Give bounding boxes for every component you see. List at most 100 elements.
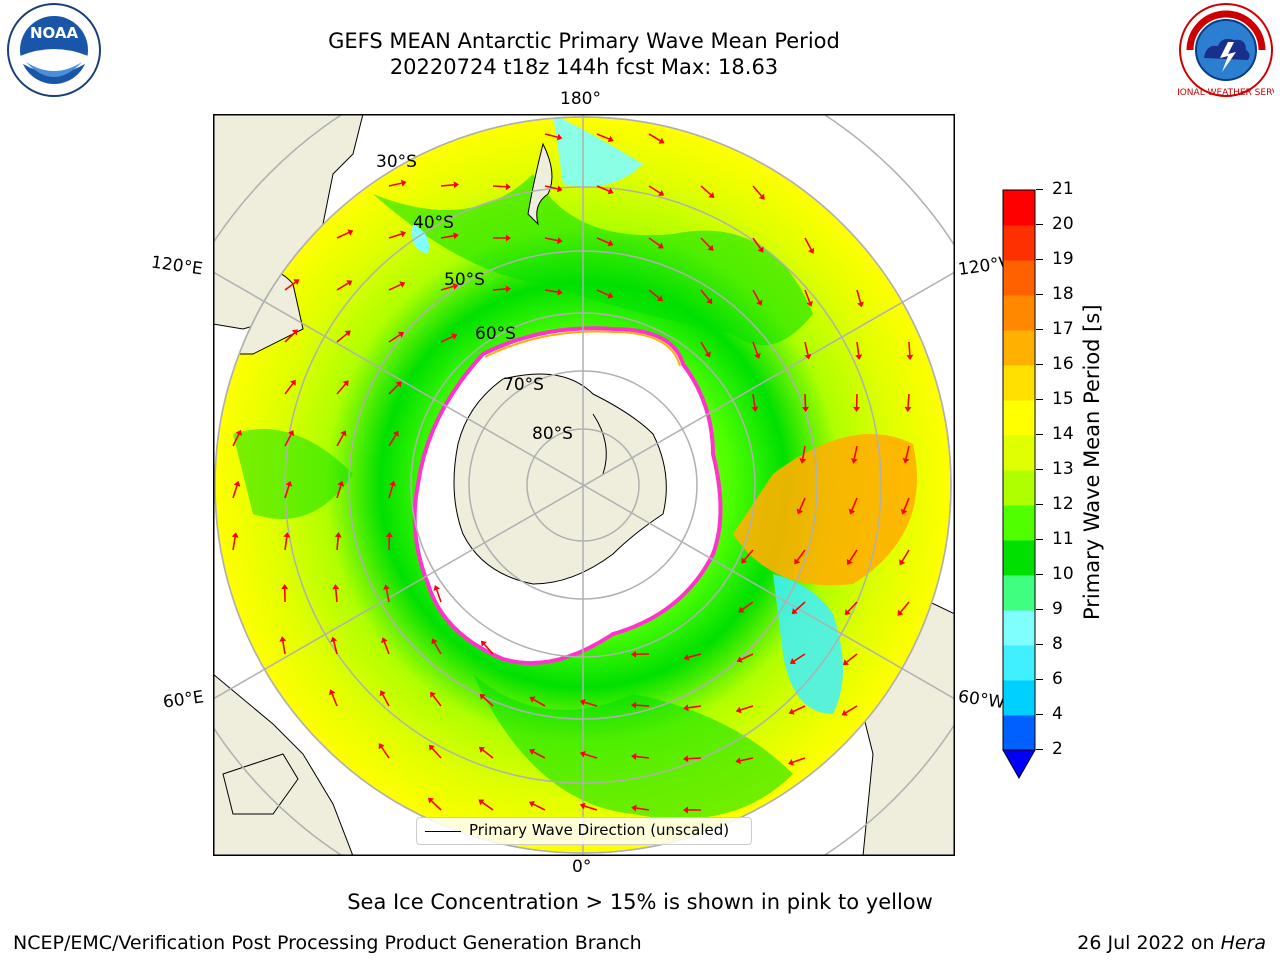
- colorbar-tick-label: 13: [1052, 459, 1074, 479]
- wave-arrow-head: [378, 743, 385, 750]
- wave-arrow-head: [631, 753, 637, 761]
- wave-arrow-shaft: [901, 549, 910, 562]
- wave-arrow-shaft: [856, 341, 860, 355]
- wave-arrow-shaft: [741, 601, 754, 611]
- lon-label-120e: 120°E: [149, 252, 204, 280]
- chart-subtitle: 20220724 t18z 144h fcst Max: 18.63: [389, 55, 779, 79]
- wave-arrow-shaft: [380, 746, 390, 759]
- wave-arrow-head: [347, 229, 354, 236]
- wave-arrow-head: [846, 558, 853, 566]
- colorbar-tick-label: 11: [1052, 529, 1074, 549]
- wave-arrow-head: [285, 480, 293, 487]
- wave-arrow-head: [529, 696, 536, 703]
- wave-arrow-shaft: [336, 282, 349, 291]
- wave-arrow-shaft: [635, 704, 650, 707]
- wave-arrow-shaft: [846, 653, 858, 663]
- wave-arrow-head: [735, 757, 741, 765]
- wave-arrow-head: [756, 299, 763, 306]
- wave-arrow-shaft: [700, 237, 711, 248]
- wave-arrow-head: [789, 658, 796, 664]
- wave-arrow-shaft: [544, 289, 558, 293]
- wave-arrow-shaft: [544, 133, 558, 138]
- wave-arrow-head: [787, 758, 794, 766]
- wave-arrow-head: [556, 185, 563, 193]
- wave-arrow-head: [897, 609, 904, 616]
- wave-arrow-shaft: [336, 333, 348, 343]
- wave-arrow-shaft: [845, 705, 858, 714]
- colorbar-tick-mark: [1036, 294, 1043, 295]
- colorbar-tick-mark: [1036, 329, 1043, 330]
- wave-arrow-head: [480, 640, 487, 647]
- wave-arrow-shaft: [336, 434, 345, 447]
- wave-arrow-shaft: [752, 393, 756, 407]
- wave-arrow-head: [453, 181, 459, 189]
- wave-arrow-shaft: [648, 133, 661, 142]
- wave-arrow-shaft: [388, 182, 402, 187]
- wave-arrow-head: [328, 689, 336, 696]
- wave-arrow-shaft: [804, 289, 811, 303]
- colorbar-tick-mark: [1036, 644, 1043, 645]
- wave-arrow-shaft: [792, 757, 806, 764]
- wave-arrow-head: [850, 457, 858, 464]
- colorbar-tick-label: 2: [1052, 739, 1063, 759]
- wave-arrow-head: [704, 351, 711, 358]
- wave-arrow-shaft: [282, 641, 286, 655]
- colorbar-tick-mark: [1036, 749, 1043, 750]
- wave-arrow-shaft: [740, 705, 754, 711]
- wave-arrow-shaft: [847, 601, 858, 613]
- colorbar-segment: [1003, 435, 1035, 471]
- wave-arrow-head: [557, 237, 563, 244]
- wave-arrow-head: [707, 244, 714, 251]
- colorbar-tick-label: 14: [1052, 424, 1074, 444]
- nws-logo-text: NATIONAL WEATHER SERVICE: [1178, 88, 1274, 98]
- wave-arrow-head: [904, 406, 912, 412]
- high-period-zone: [733, 434, 917, 586]
- wave-arrow-head: [427, 797, 435, 804]
- wave-arrow-head: [804, 353, 812, 360]
- wave-arrow-shaft: [700, 289, 710, 301]
- wave-arrow-head: [392, 430, 399, 437]
- wave-arrow-shaft: [336, 383, 347, 395]
- wave-arrow-head: [855, 354, 863, 360]
- wave-arrow-head: [806, 300, 813, 307]
- colorbar-tick-mark: [1036, 679, 1043, 680]
- colorbar-segment: [1003, 540, 1035, 576]
- wave-arrow-head: [738, 606, 745, 613]
- colorbar-tick-label: 21: [1052, 179, 1074, 199]
- wave-arrow-head: [291, 329, 298, 336]
- wave-arrow-shaft: [433, 642, 442, 655]
- wave-arrow-head: [379, 690, 386, 697]
- wave-arrow-shaft: [334, 588, 338, 603]
- wave-arrow-head: [430, 691, 436, 698]
- wave-arrow-head: [857, 301, 864, 308]
- wave-arrow-head: [844, 609, 851, 616]
- wave-arrow-shaft: [752, 237, 762, 250]
- colorbar-tick-mark: [1036, 399, 1043, 400]
- colorbar-label: Primary Wave Mean Period [s]: [1080, 304, 1104, 620]
- lon-label-0: 0°: [572, 857, 592, 877]
- wave-arrow-shaft: [900, 601, 910, 613]
- wave-arrow-shaft: [232, 485, 238, 499]
- wave-arrow-head: [657, 242, 664, 249]
- colorbar-tick-mark: [1036, 469, 1043, 470]
- wave-arrow-head: [683, 704, 689, 712]
- wave-arrow-shaft: [533, 751, 546, 759]
- wave-arrow-shaft: [482, 696, 494, 707]
- wave-arrow-head: [479, 693, 486, 700]
- wave-arrow-shaft: [596, 185, 610, 192]
- wave-arrow-head: [791, 608, 798, 615]
- colorbar-segment: [1003, 190, 1035, 226]
- wave-arrow-head: [431, 638, 438, 645]
- wave-arrow-shaft: [648, 289, 660, 299]
- colorbar-segment: [1003, 365, 1035, 401]
- wave-arrow-shaft: [388, 434, 397, 447]
- wave-arrow-head: [656, 295, 664, 302]
- wave-arrow-head: [395, 381, 402, 388]
- wave-arrow-shaft: [752, 185, 763, 197]
- wave-arrow-shaft: [793, 653, 806, 662]
- wave-arrow-head: [683, 806, 689, 814]
- wave-arrow-head: [658, 190, 665, 196]
- wave-arrow-head: [579, 802, 586, 810]
- wave-arrow-head: [385, 532, 393, 538]
- legend-label: Primary Wave Direction (unscaled): [469, 821, 730, 839]
